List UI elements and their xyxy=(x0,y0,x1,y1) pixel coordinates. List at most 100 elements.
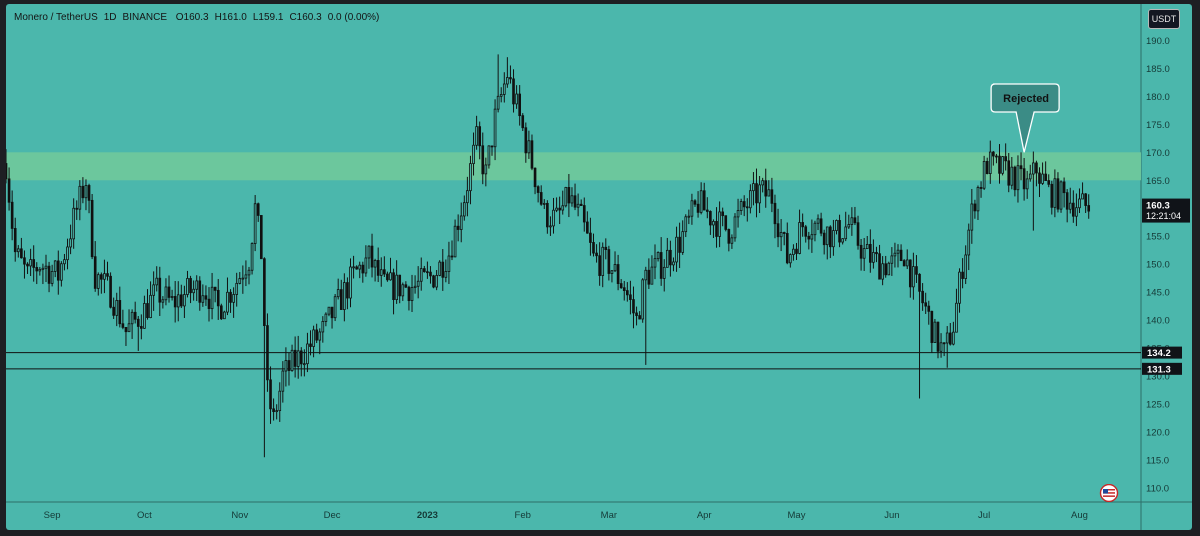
candle-body xyxy=(60,263,63,281)
candle-body xyxy=(552,209,555,227)
candle-body xyxy=(130,311,134,325)
time-tick-label: Mar xyxy=(601,510,617,521)
candle-body xyxy=(392,272,395,301)
candle-body xyxy=(942,342,946,345)
candle-body xyxy=(1035,162,1038,174)
candle-body xyxy=(638,315,641,320)
candle-body xyxy=(373,260,377,268)
candle-body xyxy=(441,261,445,278)
candle-body xyxy=(709,211,712,226)
candle-body xyxy=(579,203,583,206)
candle-body xyxy=(69,238,72,248)
candle-body xyxy=(167,286,171,298)
candle-body xyxy=(361,264,365,274)
candle-body xyxy=(930,310,934,343)
candle-body xyxy=(816,218,820,224)
candle-body xyxy=(807,235,811,240)
candle-body xyxy=(878,253,881,280)
candle-body xyxy=(13,228,17,253)
candle-body xyxy=(238,278,242,284)
candle-body xyxy=(216,289,220,307)
candle-body xyxy=(413,285,417,288)
candle-body xyxy=(296,350,300,367)
candle-body xyxy=(136,318,140,327)
candle-body xyxy=(158,277,162,303)
candle-body xyxy=(383,269,386,275)
candle-body xyxy=(333,296,337,319)
price-tick-label: 180.0 xyxy=(1146,92,1170,103)
candle-body xyxy=(1007,160,1011,186)
candle-body xyxy=(573,195,577,208)
candle-body xyxy=(792,248,795,255)
us-flag-icon[interactable] xyxy=(1098,484,1120,502)
candle-body xyxy=(936,321,940,352)
candle-body xyxy=(739,201,743,211)
candle-body xyxy=(232,294,235,303)
candle-body xyxy=(327,306,331,315)
candle-body xyxy=(899,249,903,262)
candle-body xyxy=(1068,202,1072,210)
candle-body xyxy=(75,207,79,210)
candle-body xyxy=(1025,178,1029,190)
price-tick-label: 175.0 xyxy=(1146,120,1170,131)
candle-body xyxy=(715,221,718,237)
candle-body xyxy=(672,261,675,266)
candle-body xyxy=(339,289,343,310)
candle-body xyxy=(604,246,608,250)
candle-body xyxy=(278,390,282,412)
candle-body xyxy=(250,243,254,271)
price-chart[interactable]: 110.0115.0120.0125.0130.0135.0140.0145.0… xyxy=(6,4,1192,530)
candle-body xyxy=(752,183,755,192)
candle-body xyxy=(745,206,749,209)
candle-body xyxy=(124,326,128,333)
candle-body xyxy=(1062,181,1066,194)
candle-body xyxy=(875,252,878,255)
last-price-tag xyxy=(1142,198,1190,223)
candle-body xyxy=(592,242,595,254)
ohlc-low: L159.1 xyxy=(252,12,284,23)
candle-body xyxy=(536,186,540,193)
candle-body xyxy=(287,360,291,371)
candle-body xyxy=(1047,180,1051,185)
candle-body xyxy=(269,379,272,410)
candle-body xyxy=(945,332,949,344)
candle-body xyxy=(558,207,561,211)
candle-body xyxy=(564,187,568,207)
candle-body xyxy=(32,259,36,268)
candle-body xyxy=(521,115,525,129)
time-tick-label: Apr xyxy=(697,510,712,521)
candle-body xyxy=(644,269,648,281)
candle-body xyxy=(527,140,531,154)
candle-body xyxy=(140,326,143,329)
candle-body xyxy=(281,370,285,392)
candle-body xyxy=(696,203,700,213)
candle-body xyxy=(601,246,605,276)
candle-body xyxy=(539,192,543,205)
candle-body xyxy=(419,268,423,282)
candle-body xyxy=(881,263,884,280)
candle-body xyxy=(398,274,402,297)
time-tick-label: Aug xyxy=(1071,510,1088,521)
currency-button[interactable]: USDT xyxy=(1148,9,1180,29)
candle-body xyxy=(1010,166,1014,186)
candle-body xyxy=(678,236,681,253)
candle-body xyxy=(835,220,838,231)
candle-body xyxy=(970,203,974,231)
candle-body xyxy=(146,303,149,318)
candle-body xyxy=(152,284,155,296)
candle-body xyxy=(1084,193,1087,206)
candle-body xyxy=(952,331,955,345)
candle-body xyxy=(7,178,11,203)
candle-body xyxy=(853,217,857,224)
candle-body xyxy=(370,245,374,268)
candle-body xyxy=(632,299,635,314)
candle-body xyxy=(410,287,414,302)
candle-body xyxy=(844,226,848,240)
ohlc-change: 0.0 (0.00%) xyxy=(327,12,380,23)
symbol-pair[interactable]: Monero / TetherUS xyxy=(14,12,98,23)
candle-body xyxy=(223,311,226,320)
candle-body xyxy=(1053,178,1057,208)
symbol-exchange: BINANCE xyxy=(122,12,167,23)
candle-body xyxy=(865,244,869,250)
candle-body xyxy=(50,270,54,284)
